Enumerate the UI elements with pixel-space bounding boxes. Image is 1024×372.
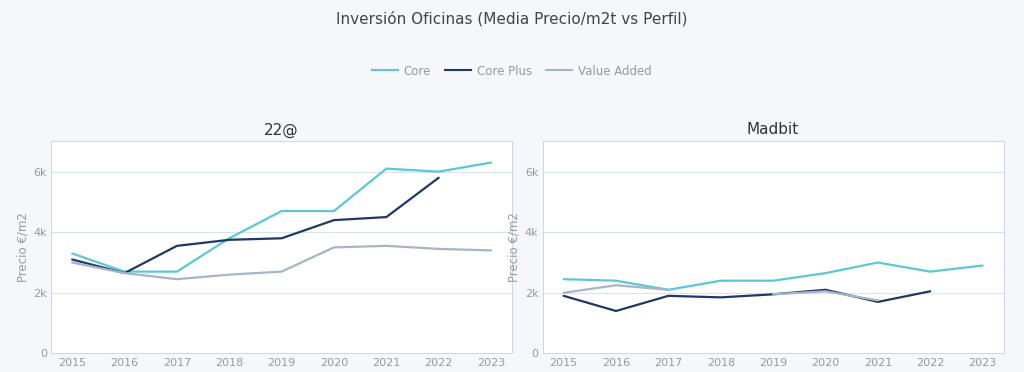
Title: Madbit: Madbit bbox=[746, 122, 800, 137]
Text: Inversión Oficinas (Media Precio/m2t vs Perfil): Inversión Oficinas (Media Precio/m2t vs … bbox=[336, 11, 688, 27]
Legend: Core, Core Plus, Value Added: Core, Core Plus, Value Added bbox=[368, 60, 656, 82]
Y-axis label: Precio €/m2: Precio €/m2 bbox=[16, 212, 30, 282]
Title: 22@: 22@ bbox=[264, 122, 299, 138]
Y-axis label: Precio €/m2: Precio €/m2 bbox=[508, 212, 521, 282]
